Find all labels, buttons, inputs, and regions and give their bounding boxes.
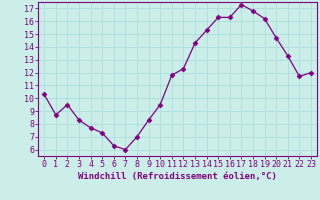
X-axis label: Windchill (Refroidissement éolien,°C): Windchill (Refroidissement éolien,°C) xyxy=(78,172,277,181)
